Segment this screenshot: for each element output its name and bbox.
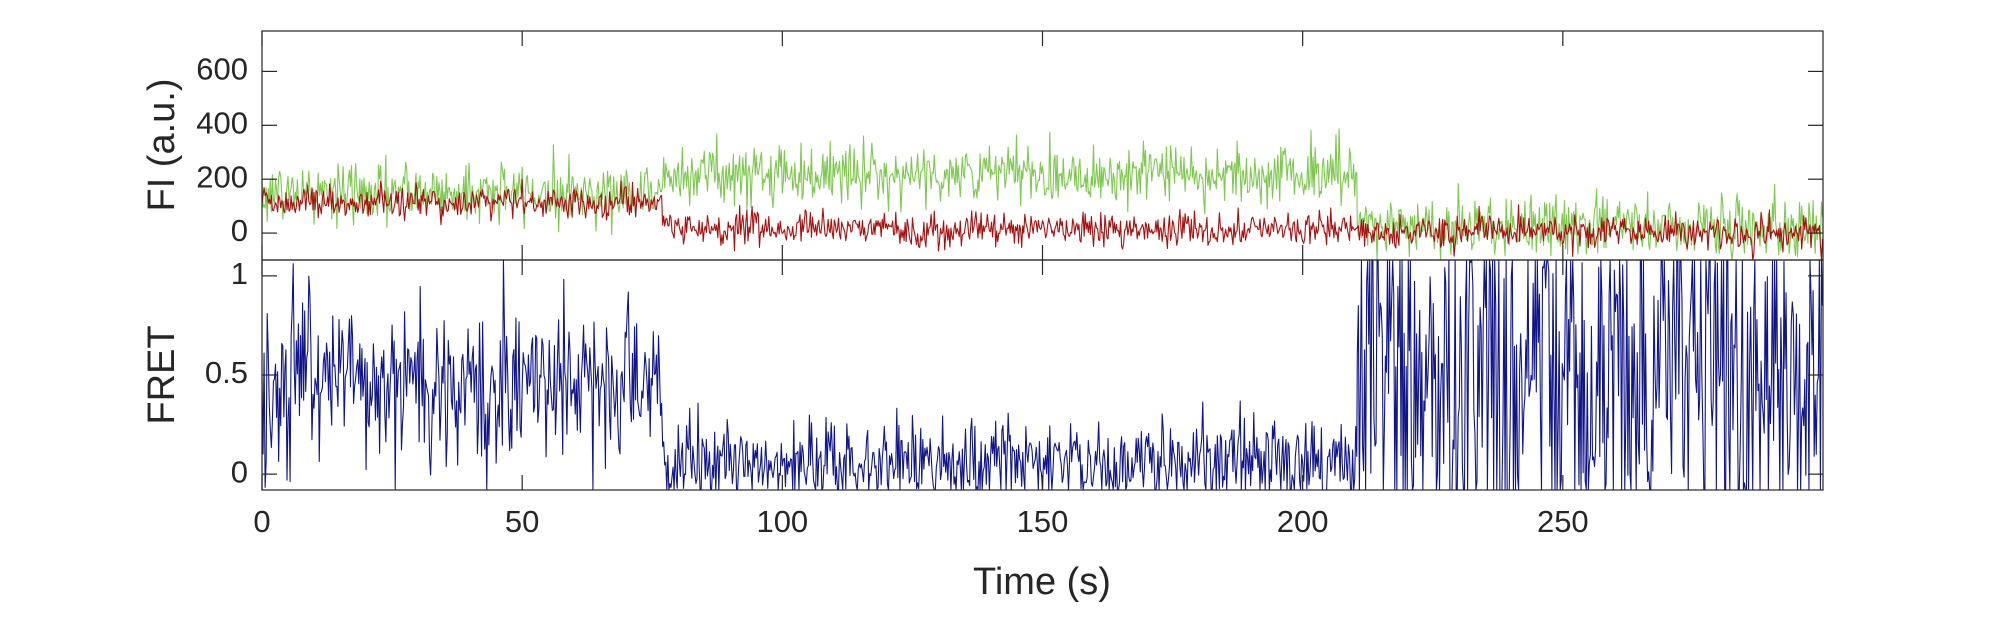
fret-panel: 00.51 0 50 100 150 200 250 FRET Time (s): [141, 256, 1824, 603]
y-tick-label: 0: [231, 213, 248, 248]
y-tick-label: 200: [196, 159, 248, 194]
fret-y-tick-labels: 00.51: [205, 256, 248, 489]
y-tick-label: 600: [196, 52, 248, 87]
x-tick-label: 100: [756, 504, 808, 539]
fret-y-axis-title: FRET: [141, 325, 183, 424]
time-x-axis-title: Time (s): [973, 561, 1111, 603]
x-tick-label: 0: [253, 504, 270, 539]
trace-series-1-0: [261, 259, 1824, 491]
trace-series-0-1: [261, 178, 1824, 261]
fluorescence-y-tick-labels: 0 200 400 600: [196, 52, 248, 249]
y-tick-label: 400: [196, 105, 248, 140]
fluorescence-y-axis-title: FI (a.u.): [141, 78, 183, 211]
fret-trace: [261, 259, 1824, 491]
x-tick-label: 250: [1537, 504, 1589, 539]
y-tick-label: 0: [231, 454, 248, 489]
y-tick-label: 1: [231, 256, 248, 291]
x-tick-label: 150: [1017, 504, 1069, 539]
x-tick-label: 50: [505, 504, 539, 539]
fret-ticks: [261, 260, 1823, 490]
x-tick-label: 200: [1277, 504, 1329, 539]
fluorescence-panel: 0 200 400 600 FI (a.u.): [141, 30, 1824, 261]
time-x-tick-labels: 0 50 100 150 200 250: [253, 504, 1588, 539]
fluorescence-ticks: [261, 31, 1823, 260]
fluorescence-traces: [261, 128, 1824, 261]
trace-series-0-0: [261, 128, 1824, 261]
y-tick-label: 0.5: [205, 355, 248, 390]
